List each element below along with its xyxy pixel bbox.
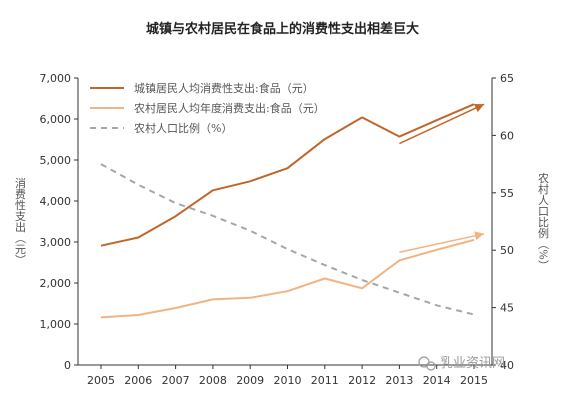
- left-tick-label: 0: [64, 359, 71, 372]
- left-axis-title: 消费性支出（元）: [14, 176, 27, 265]
- right-tick-label: 60: [500, 129, 514, 142]
- series-rural-food-spending-arrowhead: [474, 231, 484, 241]
- right-tick-label: 50: [500, 244, 514, 257]
- chart-title: 城镇与农村居民在食品上的消费性支出相差巨大: [145, 22, 419, 37]
- right-tick-label: 40: [500, 359, 514, 372]
- x-axis: 2005 2006 2007 2008 2009 2010 2011 2012 2013 2014…: [78, 364, 492, 387]
- x-tick-label: 2012: [348, 374, 376, 387]
- left-tick-label: 3,000: [40, 236, 72, 249]
- right-y-axis: 40 45 50 55 60 65: [491, 72, 514, 372]
- series-rural-population-ratio-line: [100, 163, 475, 316]
- x-tick-label: 2007: [162, 374, 190, 387]
- x-tick-label: 2010: [274, 374, 302, 387]
- legend-label: 农村居民人均年度消费支出:食品（元）: [134, 101, 325, 115]
- left-y-axis: 0 1,000 2,000 3,000 4,000 5,000 6,000 7,000: [40, 72, 79, 372]
- right-axis-title: 农村人口比例（%）: [537, 171, 550, 271]
- x-tick-label: 2014: [423, 374, 451, 387]
- series-rural-food-spending-line: [100, 238, 475, 319]
- legend: 城镇居民人均消费性支出:食品（元） 农村居民人均年度消费支出:食品（元） 农村人口比…: [90, 81, 325, 135]
- left-tick-label: 2,000: [40, 277, 72, 290]
- watermark: 乳业资讯网: [418, 356, 505, 371]
- series-lines: [100, 103, 485, 319]
- x-tick-label: 2006: [124, 374, 152, 387]
- left-tick-label: 5,000: [40, 154, 72, 167]
- left-tick-label: 7,000: [40, 72, 72, 85]
- x-tick-label: 2011: [311, 374, 339, 387]
- wechat-icon: [418, 356, 436, 371]
- left-tick-label: 1,000: [40, 318, 72, 331]
- x-tick-label: 2009: [236, 374, 264, 387]
- legend-label: 农村人口比例（%）: [134, 121, 232, 135]
- legend-label: 城镇居民人均消费性支出:食品（元）: [134, 81, 314, 95]
- series-rural-food-spending-trend-arrow: [399, 233, 485, 253]
- left-tick-label: 4,000: [40, 195, 72, 208]
- series-urban-food-spending-trend-arrow: [399, 103, 485, 145]
- x-tick-label: 2015: [460, 374, 488, 387]
- x-tick-label: 2005: [87, 374, 115, 387]
- left-tick-label: 6,000: [40, 113, 72, 126]
- watermark-text: 乳业资讯网: [440, 356, 505, 371]
- right-tick-label: 45: [500, 302, 514, 315]
- x-tick-label: 2008: [199, 374, 227, 387]
- series-urban-food-spending-arrowhead: [473, 103, 484, 113]
- right-tick-label: 65: [500, 72, 514, 85]
- x-tick-label: 2013: [385, 374, 413, 387]
- right-tick-label: 55: [500, 187, 514, 200]
